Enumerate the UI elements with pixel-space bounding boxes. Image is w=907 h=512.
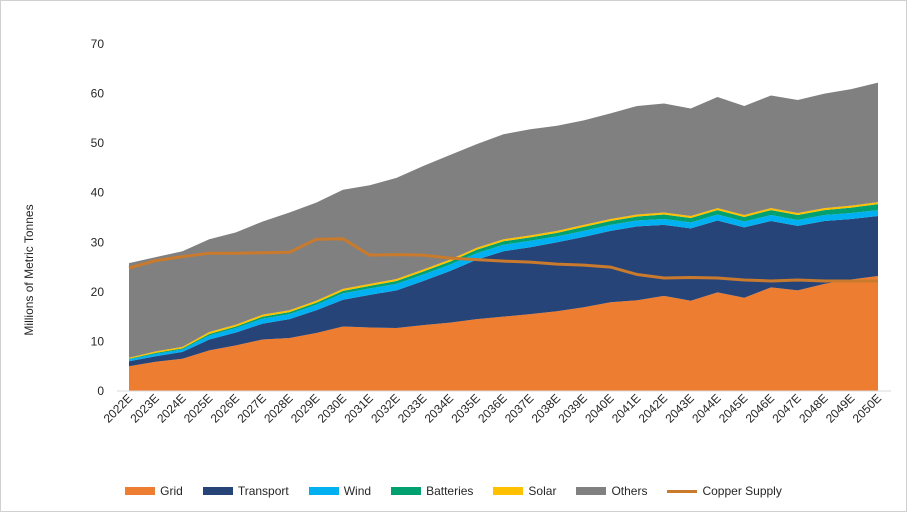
x-tick-label: 2050E: [850, 391, 884, 425]
legend: Grid Transport Wind Batteries Solar Others Cop…: [1, 484, 906, 498]
x-tick-label: 2042E: [636, 391, 670, 425]
x-tick-label: 2025E: [181, 391, 215, 425]
x-tick-label: 2031E: [341, 391, 375, 425]
x-tick-label: 2026E: [208, 391, 242, 425]
x-tick-label: 2022E: [101, 391, 135, 425]
x-tick-label: 2027E: [234, 391, 268, 425]
y-tick-label: 40: [91, 186, 105, 200]
legend-label: Wind: [343, 484, 372, 498]
legend-item-wind: Wind: [308, 484, 372, 498]
area-grid: [129, 275, 878, 391]
legend-swatch: [308, 487, 339, 495]
x-tick-label: 2041E: [609, 391, 643, 425]
x-tick-label: 2035E: [448, 391, 482, 425]
legend-label: Others: [611, 484, 648, 498]
x-tick-label: 2033E: [395, 391, 429, 425]
x-tick-label: 2036E: [475, 391, 509, 425]
x-tick-label: 2024E: [154, 391, 188, 425]
legend-label: Copper Supply: [702, 484, 782, 498]
x-tick-label: 2034E: [422, 391, 456, 425]
legend-swatch: [493, 487, 524, 495]
x-tick-label: 2045E: [716, 391, 750, 425]
legend-item-others: Others: [576, 484, 647, 498]
legend-swatch: [202, 487, 233, 495]
x-tick-label: 2048E: [796, 391, 830, 425]
y-tick-label: 50: [91, 136, 105, 150]
x-tick-label: 2030E: [315, 391, 349, 425]
y-tick-label: 20: [91, 285, 105, 299]
x-tick-label: 2037E: [502, 391, 536, 425]
x-tick-label: 2039E: [555, 391, 589, 425]
x-tick-label: 2032E: [368, 391, 402, 425]
x-tick-label: 2049E: [823, 391, 857, 425]
legend-swatch: [391, 487, 422, 495]
x-tick-label: 2023E: [127, 391, 161, 425]
legend-label: Grid: [160, 484, 183, 498]
legend-label: Transport: [237, 484, 289, 498]
y-tick-label: 10: [91, 334, 105, 348]
legend-item-solar: Solar: [493, 484, 556, 498]
legend-swatch: [576, 487, 607, 495]
x-tick-label: 2047E: [769, 391, 803, 425]
legend-item-batteries: Batteries: [391, 484, 473, 498]
y-tick-label: 60: [91, 87, 105, 101]
y-axis-label: Millions of Metric Tonnes: [22, 204, 36, 336]
x-tick-label: 2029E: [288, 391, 322, 425]
area-transport: [129, 216, 878, 367]
legend-item-transport: Transport: [202, 484, 289, 498]
x-tick-label: 2046E: [743, 391, 777, 425]
area-others: [129, 82, 878, 358]
legend-label: Batteries: [426, 484, 474, 498]
legend-item-grid: Grid: [125, 484, 183, 498]
legend-swatch: [125, 487, 156, 495]
x-tick-label: 2040E: [582, 391, 616, 425]
legend-swatch: [667, 489, 698, 493]
legend-item-copper-supply: Copper Supply: [667, 484, 782, 498]
y-tick-label: 30: [91, 235, 105, 249]
x-tick-label: 2038E: [529, 391, 563, 425]
y-tick-label: 70: [91, 37, 105, 51]
legend-label: Solar: [528, 484, 557, 498]
line-copper-supply: [128, 237, 878, 283]
x-tick-label: 2028E: [261, 391, 295, 425]
x-tick-label: 2044E: [689, 391, 723, 425]
y-tick-label: 0: [97, 384, 104, 398]
x-tick-label: 2043E: [662, 391, 696, 425]
